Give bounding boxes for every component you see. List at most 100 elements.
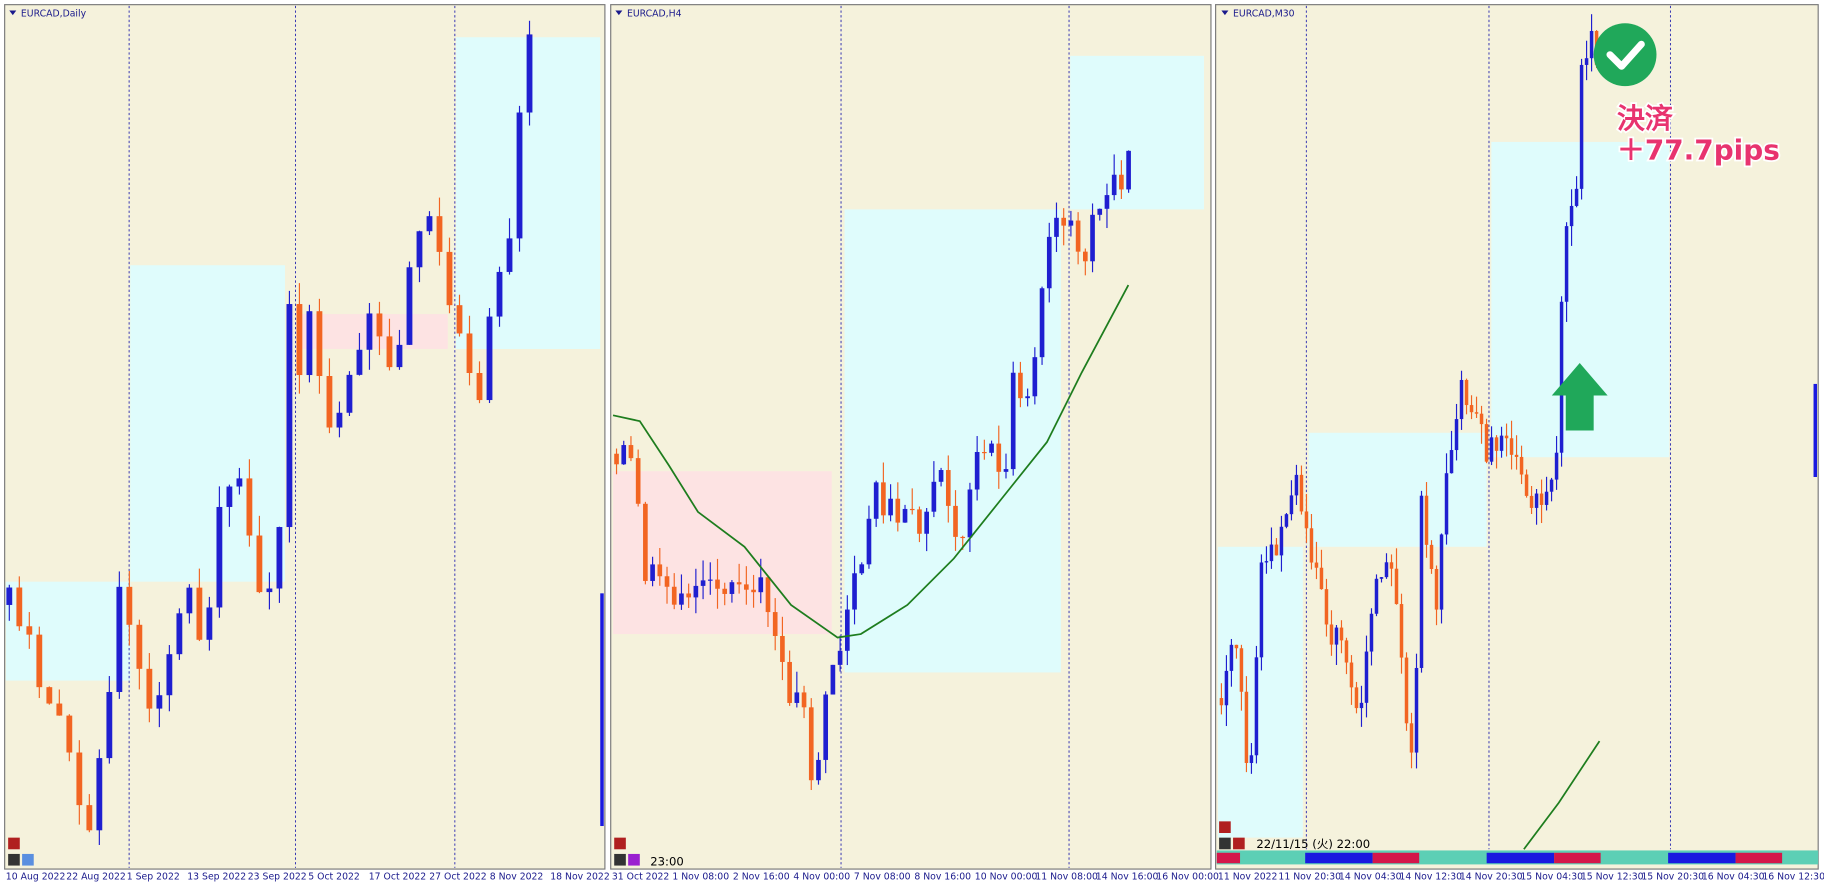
x-axis-label: 13 Sep 2022 — [187, 872, 246, 883]
candle-body — [787, 661, 792, 703]
candle-body — [671, 586, 677, 605]
candle-body — [1075, 220, 1081, 252]
candle-body — [614, 453, 619, 465]
candle-body — [516, 112, 523, 239]
candle-body — [635, 458, 641, 504]
candle-body — [56, 703, 63, 716]
candle-body — [1579, 64, 1584, 189]
x-axis-label: 2 Nov 16:00 — [733, 872, 790, 883]
panel-title: EURCAD,M30 — [1233, 8, 1295, 19]
candle-body — [456, 305, 463, 334]
x-axis-label: 1 Sep 2022 — [127, 872, 180, 883]
candle-body — [1584, 58, 1589, 65]
scroll-indicator — [1813, 383, 1818, 477]
candle-body — [96, 758, 103, 831]
candle-body — [744, 584, 749, 590]
candle-body — [136, 624, 143, 669]
candle-body — [1111, 174, 1117, 196]
candle-body — [1434, 568, 1439, 610]
candle-body — [722, 588, 728, 594]
candle-body — [386, 336, 393, 368]
candle-body — [246, 478, 253, 536]
candle-body — [780, 635, 785, 662]
candle-body — [256, 535, 263, 593]
candle-body — [196, 587, 203, 640]
status-text: 決済 — [1617, 102, 1674, 135]
candle-body — [1394, 568, 1399, 605]
candle-body — [466, 333, 473, 374]
candle-body — [1399, 604, 1404, 658]
candle-body — [736, 582, 742, 585]
candle-body — [1003, 469, 1009, 472]
candle-body — [1359, 702, 1364, 709]
candle-body — [306, 311, 313, 376]
candle-body — [1384, 562, 1389, 578]
candle-body — [1404, 657, 1409, 724]
candle-body — [1219, 698, 1224, 706]
session-bar — [1216, 850, 1819, 865]
candle-body — [416, 231, 423, 268]
candle-body — [931, 481, 937, 512]
candle-body — [1289, 495, 1294, 515]
candle-body — [526, 34, 533, 113]
candle-body — [1264, 561, 1269, 563]
candle-body — [1439, 534, 1444, 610]
candle-body — [895, 498, 901, 523]
candle-body — [1364, 651, 1369, 703]
candle-body — [1369, 613, 1374, 652]
x-axis-label: 14 Nov 12:30 — [1399, 872, 1462, 883]
candle-body — [276, 527, 283, 589]
candle-body — [1504, 435, 1509, 439]
check-icon — [1593, 23, 1657, 87]
candle-body — [1559, 301, 1564, 453]
candle-body — [1534, 493, 1539, 508]
candle-body — [296, 304, 303, 376]
candle-body — [1234, 644, 1239, 649]
panel-title: EURCAD,Daily — [21, 8, 87, 19]
candle-body — [326, 376, 333, 428]
candle-body — [46, 687, 53, 704]
candle-body — [1569, 205, 1574, 227]
candle-body — [1479, 413, 1484, 425]
candle-body — [486, 316, 493, 401]
candle-body — [1254, 657, 1259, 756]
x-axis-label: 22 Aug 2022 — [66, 872, 126, 883]
candle-body — [1239, 648, 1244, 692]
candle-body — [1119, 174, 1124, 190]
candle-body — [664, 576, 670, 587]
candle-body — [1444, 473, 1449, 535]
candle-body — [316, 311, 323, 377]
candle-body — [1509, 438, 1514, 455]
candle-body — [960, 536, 966, 539]
candle-body — [1554, 452, 1559, 480]
candle-body — [1409, 723, 1414, 753]
candle-body — [823, 694, 829, 760]
candle-body — [1229, 644, 1234, 671]
candle-body — [446, 251, 453, 306]
time-label: 22/11/15 (火) 22:00 — [1256, 837, 1370, 851]
candle-body — [1529, 495, 1534, 508]
candle-body — [226, 486, 233, 507]
candle-body — [1319, 567, 1324, 590]
candle-body — [336, 412, 343, 428]
x-axis-label: 14 Nov 04:30 — [1339, 872, 1402, 883]
candle-body — [1032, 357, 1038, 397]
candle-body — [1299, 474, 1304, 512]
candle-body — [216, 506, 223, 608]
candle-body — [873, 482, 879, 519]
candle-body — [86, 805, 93, 831]
candle-body — [1419, 495, 1424, 668]
candle-body — [436, 216, 443, 252]
candle-body — [830, 664, 836, 695]
x-axis-label: 16 Nov 00:00 — [1156, 872, 1219, 883]
x-axis-label: 10 Aug 2022 — [6, 872, 66, 883]
x-axis-label: 16 Nov 12:30 — [1762, 872, 1824, 883]
candle-body — [376, 313, 383, 337]
candle-body — [1083, 251, 1088, 262]
candle-body — [1464, 379, 1469, 406]
candle-body — [1090, 214, 1095, 262]
candles — [6, 14, 1599, 845]
x-axis-label: 27 Oct 2022 — [429, 872, 486, 883]
candle-body — [686, 593, 691, 598]
